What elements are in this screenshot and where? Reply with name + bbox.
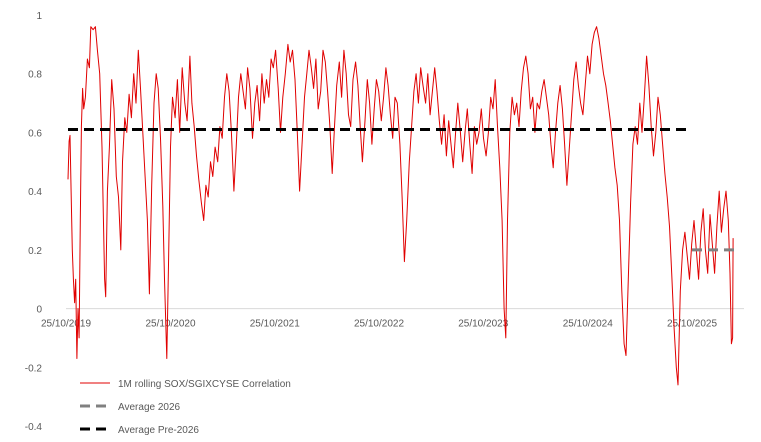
y-tick-label: 0.8 (28, 70, 42, 81)
y-tick-label: -0.4 (25, 422, 43, 433)
y-tick-label: 0.2 (28, 246, 42, 257)
x-axis-tick-labels: 25/10/2019 25/10/2020 25/10/2021 25/10/2022… (41, 319, 718, 330)
x-tick-label: 25/10/2023 (458, 319, 508, 330)
legend-label: Average 2026 (118, 402, 181, 413)
x-tick-label: 25/10/2024 (563, 319, 613, 330)
y-tick-label: 1 (36, 11, 42, 22)
y-axis-tick-labels: 1 0.8 0.6 0.4 0.2 0 -0.2 -0.4 (25, 11, 43, 433)
x-tick-label: 25/10/2025 (667, 319, 717, 330)
x-tick-label: 25/10/2021 (250, 319, 300, 330)
x-tick-label: 25/10/2022 (354, 319, 404, 330)
y-tick-label: 0.6 (28, 128, 42, 139)
x-tick-label: 25/10/2020 (145, 319, 195, 330)
y-tick-label: -0.2 (25, 363, 43, 374)
series-line-1 (67, 26, 734, 386)
legend-label: 1M rolling SOX/SGIXCYSE Correlation (118, 379, 291, 390)
plot-area (67, 26, 736, 386)
y-tick-label: 0 (36, 305, 42, 316)
x-tick-label: 25/10/2019 (41, 319, 91, 330)
y-tick-label: 0.4 (28, 187, 42, 198)
legend-label: Average Pre-2026 (118, 425, 199, 436)
legend: 1M rolling SOX/SGIXCYSE Correlation Avera… (80, 379, 291, 436)
